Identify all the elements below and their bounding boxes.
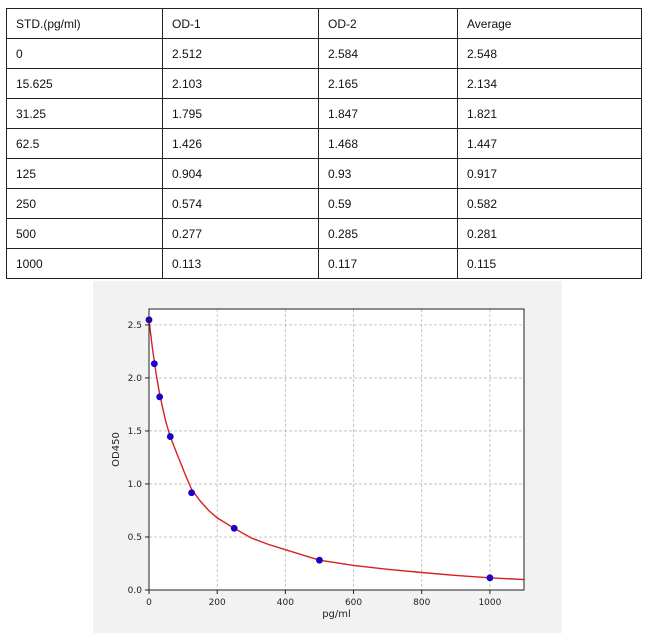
x-tick-label: 400	[277, 598, 294, 608]
x-tick-label: 1000	[478, 598, 501, 608]
table-cell: 2.103	[162, 68, 319, 99]
x-axis-label: pg/ml	[322, 609, 351, 620]
chart-svg: 0 200 400 600 800 1000 0.0 0.5 1.0 1.5 2.0 2.5 pg/m…	[111, 308, 525, 620]
table-cell: 2.548	[457, 38, 642, 69]
data-point	[486, 574, 494, 582]
table-cell: 0.285	[318, 218, 458, 249]
table-cell: 1000	[6, 248, 163, 279]
table-row: 250 0.574 0.59 0.582	[6, 188, 642, 219]
table-cell: 2.134	[457, 68, 642, 99]
x-tick-label: 600	[345, 598, 362, 608]
table-cell: 0.582	[457, 188, 642, 219]
table-cell: 1.847	[318, 98, 458, 129]
table-cell: 1.426	[162, 128, 319, 159]
standard-curve-table: STD.(pg/ml) OD-1 OD-2 Average 0 2.512 2.584 2.5…	[6, 8, 642, 279]
table-row: 31.25 1.795 1.847 1.821	[6, 98, 642, 129]
table-header-cell: STD.(pg/ml)	[6, 8, 163, 39]
table-header-cell: OD-1	[162, 8, 319, 39]
standard-curve-chart: 0 200 400 600 800 1000 0.0 0.5 1.0 1.5 2.0 2.5 pg/m…	[93, 281, 562, 633]
table-cell: 1.821	[457, 98, 642, 129]
table-cell: 31.25	[6, 98, 163, 129]
table-row: 1000 0.113 0.117 0.115	[6, 248, 642, 279]
table-cell: 0.917	[457, 158, 642, 189]
table-cell: 0.277	[162, 218, 319, 249]
table-cell: 0	[6, 38, 163, 69]
y-tick-label: 1.0	[128, 480, 143, 490]
table-cell: 0.93	[318, 158, 458, 189]
table-cell: 250	[6, 188, 163, 219]
data-point	[150, 360, 158, 368]
plot-frame	[148, 308, 525, 591]
table-cell: 0.281	[457, 218, 642, 249]
x-tick-label: 200	[209, 598, 226, 608]
y-tick-label: 2.0	[128, 374, 143, 384]
y-tick-label: 0.0	[128, 586, 143, 596]
table-header-cell: Average	[457, 8, 642, 39]
y-tick-label: 2.5	[128, 321, 142, 331]
table-cell: 500	[6, 218, 163, 249]
table-cell: 0.904	[162, 158, 319, 189]
table-cell: 15.625	[6, 68, 163, 99]
data-point	[230, 524, 238, 532]
data-point	[166, 433, 174, 440]
y-tick-label: 0.5	[128, 533, 142, 543]
table-header-cell: OD-2	[318, 8, 458, 39]
table-cell: 0.59	[318, 188, 458, 219]
table-cell: 0.117	[318, 248, 458, 279]
y-tick-label: 1.5	[128, 427, 142, 437]
data-point	[156, 393, 164, 401]
table-cell: 1.795	[162, 98, 319, 129]
table-cell: 1.447	[457, 128, 642, 159]
table-cell: 0.115	[457, 248, 642, 279]
table-cell: 2.165	[318, 68, 458, 99]
table-row: 125 0.904 0.93 0.917	[6, 158, 642, 189]
table-row: 15.625 2.103 2.165 2.134	[6, 68, 642, 99]
table-row: 500 0.277 0.285 0.281	[6, 218, 642, 249]
grid	[148, 309, 524, 591]
table-cell: 2.584	[318, 38, 458, 69]
table-cell: 1.468	[318, 128, 458, 159]
plot-area	[149, 309, 524, 590]
table-cell: 0.113	[162, 248, 319, 279]
x-tick-label: 800	[413, 598, 430, 608]
table-cell: 2.512	[162, 38, 319, 69]
data-point	[188, 489, 196, 497]
x-tick-label: 0	[146, 598, 152, 608]
data-point	[316, 556, 323, 564]
fit-curve-line	[148, 319, 525, 581]
y-axis-label: OD450	[111, 432, 122, 467]
table-header-row: STD.(pg/ml) OD-1 OD-2 Average	[6, 8, 642, 39]
table-cell: 0.574	[162, 188, 319, 219]
table-cell: 125	[6, 158, 163, 189]
fit-curve-layer	[148, 319, 525, 581]
table-cell: 62.5	[6, 128, 163, 159]
table-row: 0 2.512 2.584 2.548	[6, 38, 642, 69]
table-row: 62.5 1.426 1.468 1.447	[6, 128, 642, 159]
axis-ticks: 0 200 400 600 800 1000 0.0 0.5 1.0 1.5 2.0 2.5	[128, 321, 502, 608]
